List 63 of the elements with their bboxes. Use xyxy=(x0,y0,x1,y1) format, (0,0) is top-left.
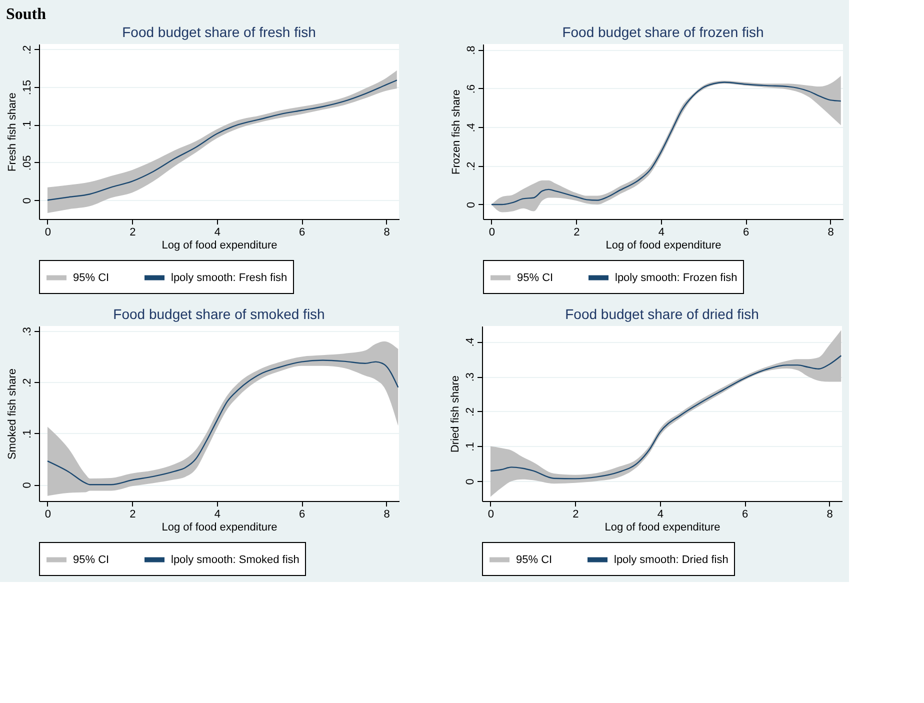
x-tick-label: 6 xyxy=(299,226,306,238)
y-tick-label: 0 xyxy=(22,482,34,488)
line-series xyxy=(46,360,399,486)
text: South xyxy=(6,6,46,23)
text: 95% CI xyxy=(517,272,554,284)
y-tick-label: .6 xyxy=(466,84,478,94)
x-tick-label: 0 xyxy=(488,508,494,520)
x-tick-label: 2 xyxy=(572,508,579,520)
x-tick-label: 4 xyxy=(657,508,664,520)
y-axis-title: Smoked fish share xyxy=(6,368,18,460)
x-tick-label: 6 xyxy=(742,508,748,520)
x-tick-label: 2 xyxy=(130,508,136,520)
line-series xyxy=(46,80,398,201)
x-tick-label: 2 xyxy=(130,226,136,238)
legend-label: lpoly smooth: Dried fish xyxy=(614,554,728,566)
y-tick-label: .3 xyxy=(22,327,34,336)
y-tick-label: .8 xyxy=(466,46,478,55)
y-axis-title: Fresh fish share xyxy=(6,92,18,172)
y-tick-label: .4 xyxy=(466,123,478,132)
y-tick-label: .4 xyxy=(464,338,476,347)
y-tick-label: .05 xyxy=(22,155,34,171)
y-axis-title: Frozen fish share xyxy=(450,90,462,174)
y-tick-label: 0 xyxy=(22,198,34,204)
x-tick-label: 0 xyxy=(44,508,52,520)
x-axis-title: Log of food expenditure xyxy=(162,522,278,534)
chart-title: Food budget share of smoked fish xyxy=(113,306,325,322)
y-tick-label: .1 xyxy=(22,120,34,130)
y-tick-label: .1 xyxy=(464,442,476,452)
y-tick-label: .2 xyxy=(22,45,34,54)
x-tick-label: 8 xyxy=(384,508,390,520)
x-tick-label: 0 xyxy=(488,226,496,238)
text: 95% CI xyxy=(516,554,552,566)
x-tick-label: 6 xyxy=(299,508,306,520)
y-tick-label: .15 xyxy=(22,80,34,96)
legend-label: lpoly smooth: Frozen fish xyxy=(615,272,738,284)
y-tick-label: .1 xyxy=(22,429,34,439)
x-axis-title: Log of food expenditure xyxy=(606,240,722,252)
y-tick-label: .2 xyxy=(22,378,34,388)
y-tick-label: 0 xyxy=(466,202,478,208)
x-tick-label: 4 xyxy=(214,226,220,238)
x-tick-label: 8 xyxy=(828,226,834,238)
line-series xyxy=(490,355,842,480)
x-tick-label: 8 xyxy=(826,508,833,520)
legend-label: lpoly smooth: Fresh fish xyxy=(171,272,288,284)
x-tick-label: 4 xyxy=(214,508,220,520)
legend-label: lpoly smooth: Smoked fish xyxy=(171,554,300,566)
y-axis-title: Dried fish share xyxy=(450,375,462,453)
text: 95% CI xyxy=(73,554,110,566)
y-tick-label: .2 xyxy=(464,407,476,416)
x-tick-label: 4 xyxy=(658,226,664,238)
text: 95% CI xyxy=(73,272,110,284)
x-axis-title: Log of food expenditure xyxy=(162,240,278,252)
y-tick-label: 0 xyxy=(464,478,476,485)
chart-title: Food budget share of dried fish xyxy=(565,306,759,322)
x-tick-label: 8 xyxy=(384,226,390,238)
chart-title: Food budget share of frozen fish xyxy=(562,24,764,40)
x-tick-label: 6 xyxy=(743,226,750,238)
y-tick-label: .2 xyxy=(466,162,478,171)
x-tick-label: 2 xyxy=(574,226,580,238)
chart-title: Food budget share of fresh fish xyxy=(122,24,316,40)
x-tick-label: 0 xyxy=(44,226,52,238)
x-axis-title: Log of food expenditure xyxy=(604,522,720,534)
y-tick-label: .3 xyxy=(464,372,476,382)
